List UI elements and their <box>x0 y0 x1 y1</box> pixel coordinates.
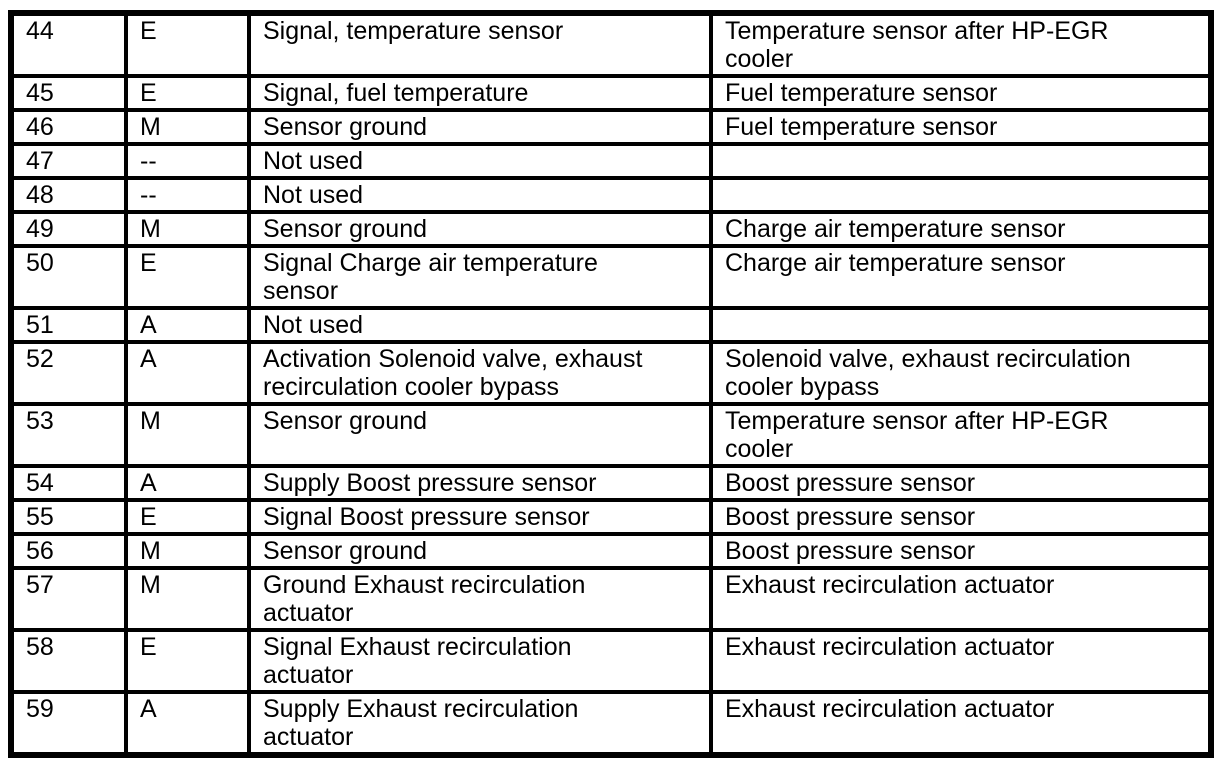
pin-number-cell: 48 <box>9 176 128 214</box>
table-row: 50 E Signal Charge air temperature senso… <box>9 244 1213 310</box>
table-row: 51 A Not used <box>9 306 1213 344</box>
table-row: 57 M Ground Exhaust recirculation actuat… <box>9 566 1213 632</box>
component-cell: Fuel temperature sensor <box>709 108 1213 146</box>
table-row: 52 A Activation Solenoid valve, exhaust … <box>9 340 1213 406</box>
pin-number-cell: 46 <box>9 108 128 146</box>
pin-number-cell: 59 <box>9 690 128 757</box>
table-row: 44 E Signal, temperature sensor Temperat… <box>9 11 1213 78</box>
component-cell: Charge air temperature sensor <box>709 244 1213 310</box>
component-cell: Exhaust recirculation actuator <box>709 628 1213 694</box>
component-cell <box>709 306 1213 344</box>
table-row: 46 M Sensor ground Fuel temperature sens… <box>9 108 1213 146</box>
pin-number-cell: 45 <box>9 74 128 112</box>
component-cell: Boost pressure sensor <box>709 464 1213 502</box>
pin-type-cell: E <box>124 498 251 536</box>
pin-number-cell: 56 <box>9 532 128 570</box>
signal-cell: Signal, temperature sensor <box>247 11 713 78</box>
pin-type-cell: -- <box>124 176 251 214</box>
pin-type-cell: M <box>124 566 251 632</box>
table-row: 48 -- Not used <box>9 176 1213 214</box>
pin-number-cell: 52 <box>9 340 128 406</box>
table-row: 59 A Supply Exhaust recirculation actuat… <box>9 690 1213 757</box>
signal-cell: Signal Charge air temperature sensor <box>247 244 713 310</box>
component-cell <box>709 142 1213 180</box>
signal-cell: Supply Exhaust recirculation actuator <box>247 690 713 757</box>
component-cell: Exhaust recirculation actuator <box>709 690 1213 757</box>
table-row: 49 M Sensor ground Charge air temperatur… <box>9 210 1213 248</box>
component-cell <box>709 176 1213 214</box>
pin-type-cell: E <box>124 11 251 78</box>
signal-cell: Signal Boost pressure sensor <box>247 498 713 536</box>
pin-type-cell: A <box>124 340 251 406</box>
pin-number-cell: 53 <box>9 402 128 468</box>
table-row: 55 E Signal Boost pressure sensor Boost … <box>9 498 1213 536</box>
table-row: 58 E Signal Exhaust recirculation actuat… <box>9 628 1213 694</box>
pin-type-cell: A <box>124 464 251 502</box>
table-row: 54 A Supply Boost pressure sensor Boost … <box>9 464 1213 502</box>
signal-cell: Sensor ground <box>247 402 713 468</box>
component-cell: Charge air temperature sensor <box>709 210 1213 248</box>
pin-number-cell: 57 <box>9 566 128 632</box>
table-row: 47 -- Not used <box>9 142 1213 180</box>
signal-cell: Activation Solenoid valve, exhaust recir… <box>247 340 713 406</box>
component-cell: Fuel temperature sensor <box>709 74 1213 112</box>
signal-cell: Sensor ground <box>247 108 713 146</box>
pin-type-cell: M <box>124 210 251 248</box>
signal-cell: Not used <box>247 176 713 214</box>
pin-number-cell: 44 <box>9 11 128 78</box>
pin-number-cell: 47 <box>9 142 128 180</box>
component-cell: Exhaust recirculation actuator <box>709 566 1213 632</box>
pin-type-cell: E <box>124 74 251 112</box>
pin-table-body: 44 E Signal, temperature sensor Temperat… <box>9 11 1213 757</box>
pin-number-cell: 51 <box>9 306 128 344</box>
signal-cell: Not used <box>247 142 713 180</box>
pin-type-cell: E <box>124 244 251 310</box>
signal-cell: Signal Exhaust recirculation actuator <box>247 628 713 694</box>
signal-cell: Supply Boost pressure sensor <box>247 464 713 502</box>
pin-type-cell: M <box>124 108 251 146</box>
pin-assignment-table: 44 E Signal, temperature sensor Temperat… <box>8 10 1214 758</box>
signal-cell: Ground Exhaust recirculation actuator <box>247 566 713 632</box>
component-cell: Boost pressure sensor <box>709 532 1213 570</box>
pin-type-cell: E <box>124 628 251 694</box>
pin-number-cell: 49 <box>9 210 128 248</box>
pin-number-cell: 55 <box>9 498 128 536</box>
signal-cell: Not used <box>247 306 713 344</box>
pin-number-cell: 54 <box>9 464 128 502</box>
pin-number-cell: 50 <box>9 244 128 310</box>
signal-cell: Sensor ground <box>247 210 713 248</box>
signal-cell: Signal, fuel temperature <box>247 74 713 112</box>
table-row: 53 M Sensor ground Temperature sensor af… <box>9 402 1213 468</box>
pin-type-cell: A <box>124 306 251 344</box>
table-row: 45 E Signal, fuel temperature Fuel tempe… <box>9 74 1213 112</box>
component-cell: Temperature sensor after HP-EGR cooler <box>709 11 1213 78</box>
pin-type-cell: A <box>124 690 251 757</box>
pin-number-cell: 58 <box>9 628 128 694</box>
table-row: 56 M Sensor ground Boost pressure sensor <box>9 532 1213 570</box>
component-cell: Temperature sensor after HP-EGR cooler <box>709 402 1213 468</box>
pin-type-cell: M <box>124 532 251 570</box>
signal-cell: Sensor ground <box>247 532 713 570</box>
component-cell: Boost pressure sensor <box>709 498 1213 536</box>
pin-type-cell: -- <box>124 142 251 180</box>
pin-type-cell: M <box>124 402 251 468</box>
component-cell: Solenoid valve, exhaust recirculation co… <box>709 340 1213 406</box>
